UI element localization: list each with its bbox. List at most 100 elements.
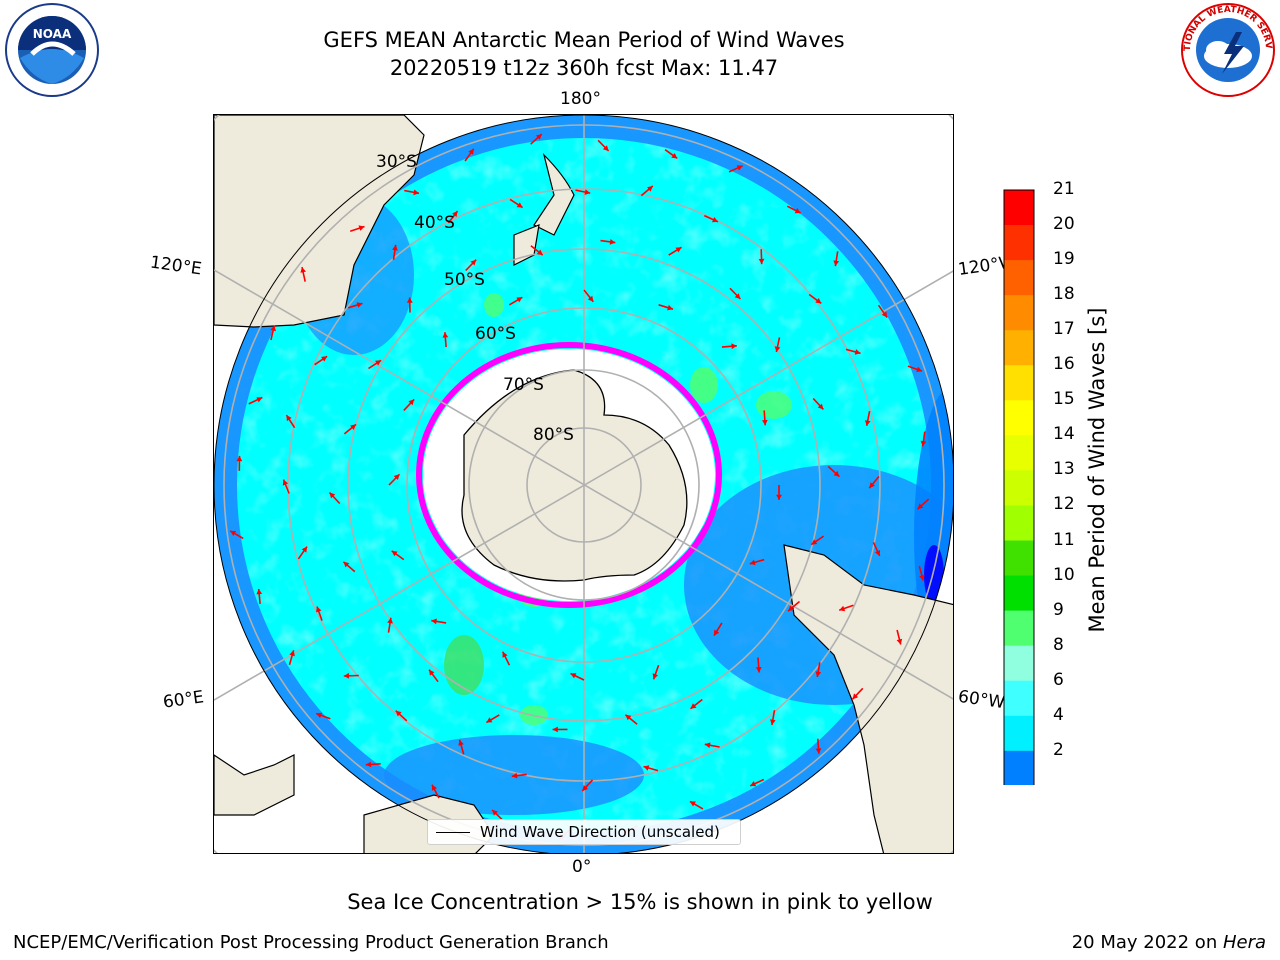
wind-wave-arrow-head [431,618,437,625]
nws-logo: NATIONAL WEATHER SERVICE [1178,2,1275,97]
wind-wave-arrow-head [712,217,718,223]
colorbar-segment [1004,400,1034,436]
land-africa-east [214,754,295,816]
wind-wave-arrow-head [458,739,464,746]
wind-wave-arrow-head [609,239,616,245]
wind-wave-arrow-head [552,726,558,733]
colorbar-segment [1004,715,1034,752]
wind-wave-arrow-head [582,785,588,791]
wind-wave-arrow-head [486,717,493,723]
date-stamp: 20 May 2022 on Hera [1072,932,1266,953]
land-south-america [783,544,953,853]
colorbar-segment [1004,330,1034,366]
wind-wave-arrow-head [511,772,518,779]
lat-label-50s: 50°S [444,270,485,290]
colorbar-tick-label: 16 [1053,354,1075,375]
wind-wave-arrow-head [502,651,508,658]
colorbar-tick-label: 12 [1053,494,1075,515]
wind-wave-arrow-head [675,247,682,253]
colorbar-tick-label: 15 [1053,389,1075,410]
wind-wave-arrow-head [516,202,523,208]
wind-wave-arrow-head [770,719,776,725]
wind-wave-arrow-head [869,482,875,489]
wind-wave-arrow-head [343,561,350,568]
legend-line-swatch [436,831,470,833]
colorbar-title: Mean Period of Wind Waves [s] [1085,307,1109,633]
map-panel [213,114,954,854]
wind-wave-arrow-head [358,225,365,231]
graticule [214,115,953,853]
wind-wave-arrow-head [762,419,768,426]
colorbar-border [1003,189,1035,785]
wind-wave-arrow-head [917,503,924,510]
wind-wave-arrow-head [774,346,781,352]
colorbar-tick-label: 11 [1053,529,1075,550]
wind-wave-arrow-head [270,325,276,332]
wind-wave-arrow-head [442,332,449,338]
wind-wave-arrow-head [587,295,594,302]
wind-wave-arrow-head [395,710,402,717]
wind-wave-arrow-head [794,208,801,214]
colorbar-tick-label: 10 [1053,564,1075,585]
wind-wave-arrow-head [602,145,609,151]
wind-wave-arrow-head [343,672,350,679]
wind-wave-arrow-head [916,366,922,373]
wind-wave-arrow-head [431,784,437,791]
colorbar-tick-label: 6 [1053,669,1064,690]
sea-ice-edge [416,342,722,608]
lat-label-40s: 40°S [414,213,455,233]
colorbar-segment [1004,750,1034,785]
wind-wave-arrow-head [864,420,871,426]
wind-wave-arrow-head [714,629,720,636]
wind-wave-arrow-head [468,148,474,155]
wind-wave-arrow-head [301,546,307,553]
wind-wave-arrow-head [881,311,888,318]
wind-wave-arrow-head [470,259,477,266]
wind-wave-arrow-head [776,494,782,500]
wind-wave-arrow-head [817,403,824,410]
wind-wave-arrow-head [788,605,794,612]
sea-ice-note: Sea Ice Concentration > 15% is shown in … [347,890,933,914]
wind-wave-arrow-head [356,302,363,308]
wind-wave-arrow-head [236,455,243,462]
colorbar-tick-label: 18 [1053,284,1075,305]
colorbar-tick-label: 4 [1053,704,1064,725]
wind-wave-arrow-head [350,424,356,430]
lat-label-60s: 60°S [475,324,516,344]
wind-wave-arrow-head [815,671,822,677]
wind-wave-arrow-head [286,415,292,422]
colorbar-tick-label: 13 [1053,459,1075,480]
lat-label-70s: 70°S [503,375,544,395]
wind-wave-arrow-head [584,189,591,195]
wind-wave-arrow-head [408,399,415,406]
colorbar-segment [1004,190,1034,226]
ocean-green-4 [756,391,792,419]
wind-wave-arrow-head [391,550,398,557]
lon-label-120e: 120°E [148,252,203,280]
wind-wave-arrow-head [750,781,757,787]
wind-wave-arrow-head [874,550,881,556]
wind-wave-arrow-head [406,297,413,303]
meridian-60e-120w [214,270,953,701]
land-new-zealand-north [533,153,575,236]
wind-wave-arrow-head [256,588,263,595]
colorbar-tick-label: 21 [1053,179,1075,199]
wind-wave-arrow-head [920,440,927,447]
ocean-green-3 [690,367,718,403]
wind-wave-arrow-head [854,349,861,355]
wind-wave-arrow-head [811,539,818,545]
wind-wave-arrow-head [289,650,295,657]
wind-wave-arrow-head [452,211,458,217]
colorbar-tick-label: 9 [1053,599,1064,620]
wind-wave-arrow-head [230,530,237,536]
wind-wave-arrow-head [689,801,696,807]
title-line-1: GEFS MEAN Antarctic Mean Period of Wind … [323,28,845,52]
wind-wave-arrow-head [671,153,678,159]
colorbar-tick-label: 19 [1053,249,1075,270]
wind-wave-arrow-head [321,356,328,362]
lat-label-30s: 30°S [376,152,417,172]
wind-wave-arrow-head [625,714,632,721]
wind-wave-arrow-head [704,742,711,749]
wind-wave-arrow-head [667,304,673,311]
wind-wave-arrow-head [300,267,306,273]
